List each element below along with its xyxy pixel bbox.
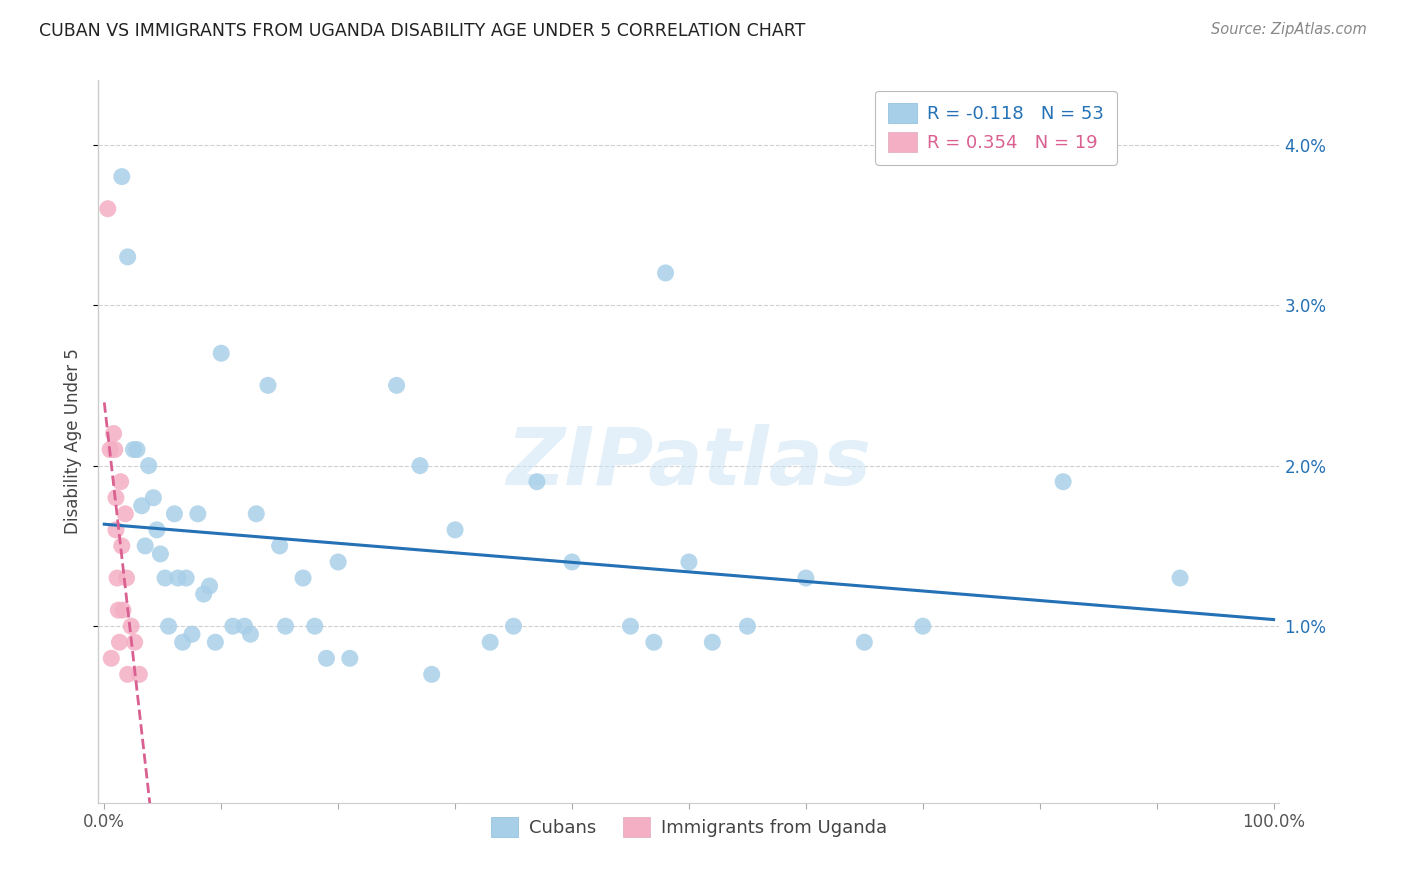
Point xyxy=(257,378,280,392)
Point xyxy=(911,619,934,633)
Point xyxy=(117,667,139,681)
Point xyxy=(479,635,502,649)
Point xyxy=(174,571,197,585)
Point xyxy=(561,555,583,569)
Point xyxy=(104,491,127,505)
Point xyxy=(167,571,190,585)
Point xyxy=(678,555,700,569)
Point xyxy=(107,603,129,617)
Point xyxy=(269,539,291,553)
Point xyxy=(134,539,156,553)
Point xyxy=(149,547,172,561)
Point xyxy=(181,627,204,641)
Point xyxy=(794,571,817,585)
Point xyxy=(292,571,315,585)
Point xyxy=(233,619,256,633)
Point xyxy=(643,635,665,649)
Point xyxy=(103,426,125,441)
Point xyxy=(239,627,262,641)
Point xyxy=(172,635,194,649)
Point xyxy=(108,635,131,649)
Text: Source: ZipAtlas.com: Source: ZipAtlas.com xyxy=(1211,22,1367,37)
Point xyxy=(163,507,186,521)
Point xyxy=(315,651,337,665)
Point xyxy=(420,667,443,681)
Point xyxy=(104,523,127,537)
Text: ZIPatlas: ZIPatlas xyxy=(506,425,872,502)
Point xyxy=(526,475,548,489)
Point xyxy=(104,442,127,457)
Point xyxy=(619,619,641,633)
Point xyxy=(111,539,134,553)
Point xyxy=(114,507,136,521)
Text: CUBAN VS IMMIGRANTS FROM UGANDA DISABILITY AGE UNDER 5 CORRELATION CHART: CUBAN VS IMMIGRANTS FROM UGANDA DISABILI… xyxy=(39,22,806,40)
Point xyxy=(138,458,160,473)
Point xyxy=(385,378,408,392)
Legend: Cubans, Immigrants from Uganda: Cubans, Immigrants from Uganda xyxy=(484,810,894,845)
Point xyxy=(122,442,145,457)
Point xyxy=(326,555,349,569)
Point xyxy=(1168,571,1191,585)
Point xyxy=(853,635,876,649)
Point xyxy=(193,587,215,601)
Point xyxy=(97,202,120,216)
Point xyxy=(111,603,134,617)
Point xyxy=(128,667,150,681)
Point xyxy=(157,619,180,633)
Point xyxy=(111,169,134,184)
Point xyxy=(654,266,676,280)
Point xyxy=(444,523,467,537)
Point xyxy=(702,635,724,649)
Point xyxy=(245,507,267,521)
Point xyxy=(115,571,138,585)
Point xyxy=(222,619,245,633)
Point xyxy=(105,571,128,585)
Point xyxy=(120,619,142,633)
Point xyxy=(737,619,759,633)
Point xyxy=(339,651,361,665)
Point xyxy=(146,523,169,537)
Point xyxy=(274,619,297,633)
Point xyxy=(198,579,221,593)
Point xyxy=(153,571,176,585)
Point xyxy=(1052,475,1074,489)
Point xyxy=(131,499,153,513)
Point xyxy=(187,507,209,521)
Point xyxy=(304,619,326,633)
Point xyxy=(98,442,121,457)
Point xyxy=(409,458,432,473)
Y-axis label: Disability Age Under 5: Disability Age Under 5 xyxy=(65,349,83,534)
Point xyxy=(502,619,524,633)
Point xyxy=(110,475,132,489)
Point xyxy=(117,250,139,264)
Point xyxy=(124,635,146,649)
Point xyxy=(100,651,122,665)
Point xyxy=(204,635,226,649)
Point xyxy=(142,491,165,505)
Point xyxy=(125,442,148,457)
Point xyxy=(209,346,232,360)
